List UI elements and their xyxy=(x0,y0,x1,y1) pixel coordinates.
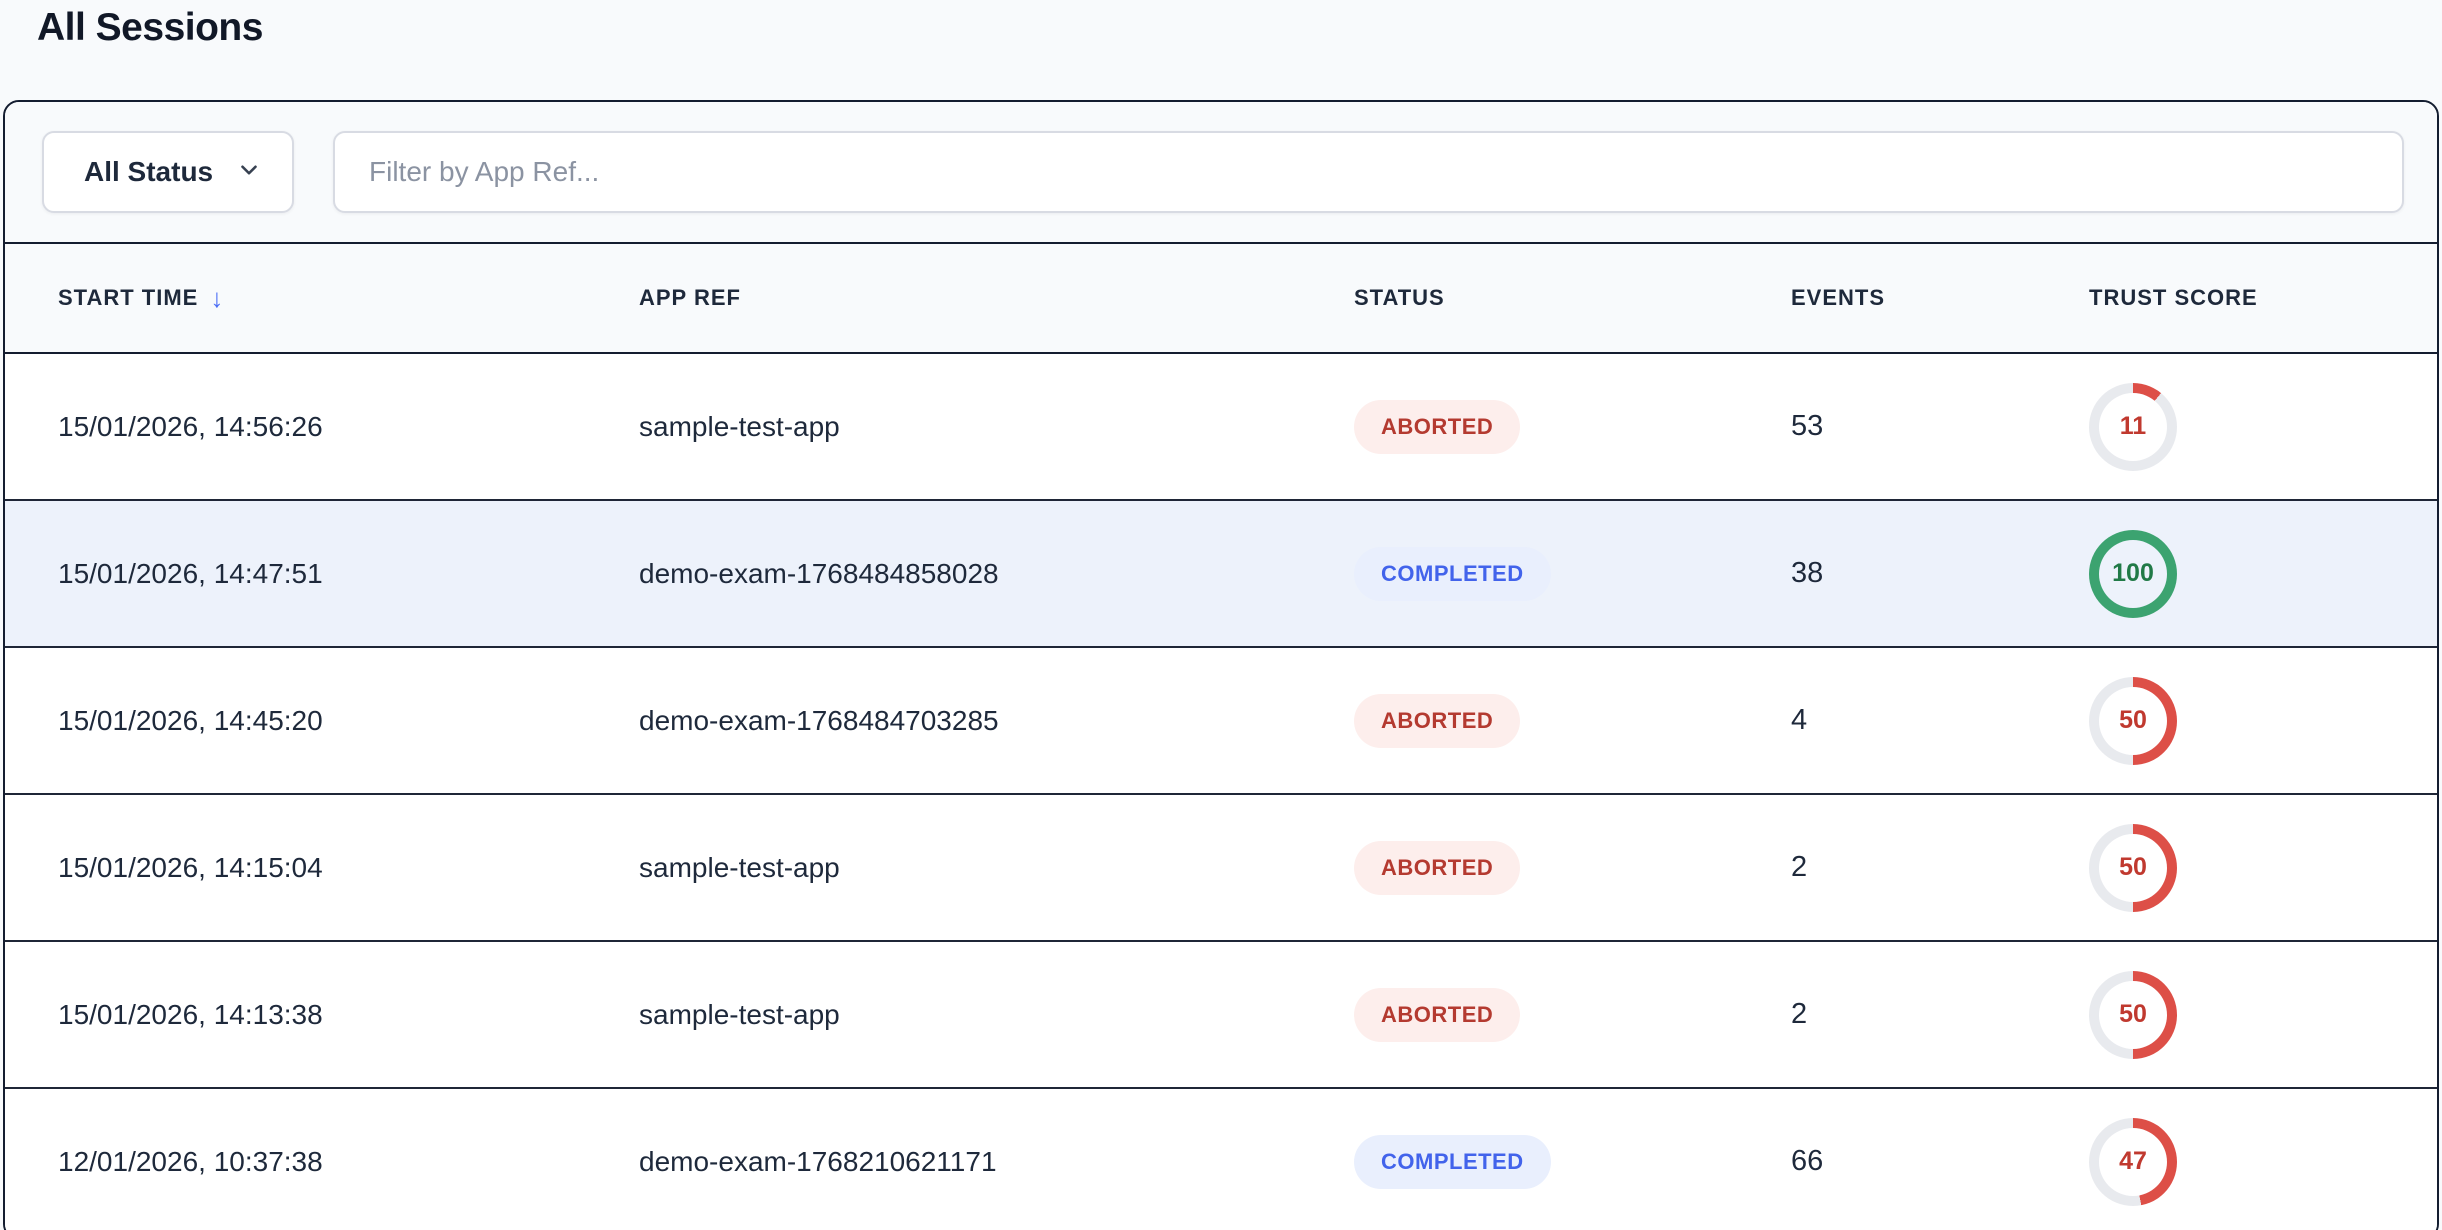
cell-trust-score: 47 xyxy=(2089,1117,2437,1206)
trust-score-value: 11 xyxy=(2119,412,2147,440)
trust-score-value: 100 xyxy=(2112,559,2154,587)
cell-app-ref: sample-test-app xyxy=(639,410,840,442)
cell-trust-score: 50 xyxy=(2089,823,2437,912)
header-trust-score[interactable]: TRUST SCORE xyxy=(2089,285,2258,310)
chevron-down-icon xyxy=(236,157,262,188)
table-row[interactable]: 15/01/2026, 14:15:04 sample-test-app ABO… xyxy=(5,795,2437,942)
cell-events: 53 xyxy=(1791,410,1824,442)
cell-status: COMPLETED xyxy=(1354,546,1791,601)
page-title: All Sessions xyxy=(37,6,263,49)
cell-trust-score: 11 xyxy=(2089,382,2437,471)
trust-score-gauge-inner: 47 xyxy=(2099,1127,2167,1196)
filter-bar: All Status xyxy=(5,102,2437,244)
cell-app-ref: demo-exam-1768210621171 xyxy=(639,1145,997,1177)
trust-score-gauge-inner: 100 xyxy=(2099,539,2167,608)
trust-score-value: 47 xyxy=(2119,1147,2147,1175)
trust-score-gauge-inner: 50 xyxy=(2099,686,2167,755)
trust-score-gauge-inner: 11 xyxy=(2099,392,2167,461)
cell-start-time: 15/01/2026, 14:13:38 xyxy=(58,998,323,1030)
cell-trust-score: 50 xyxy=(2089,676,2437,765)
cell-events: 2 xyxy=(1791,998,1808,1030)
trust-score-gauge: 100 xyxy=(2089,529,2177,618)
table-header-row: START TIME ↓ APP REF STATUS EVENTS TRUST… xyxy=(5,244,2437,354)
trust-score-gauge: 47 xyxy=(2089,1117,2177,1206)
app-ref-filter-input[interactable] xyxy=(333,131,2404,213)
cell-status: COMPLETED xyxy=(1354,1134,1791,1189)
cell-start-time: 12/01/2026, 10:37:38 xyxy=(58,1145,323,1177)
header-events[interactable]: EVENTS xyxy=(1791,285,1886,310)
cell-trust-score: 100 xyxy=(2089,529,2437,618)
cell-trust-score: 50 xyxy=(2089,970,2437,1059)
cell-start-time: 15/01/2026, 14:56:26 xyxy=(58,410,323,442)
cell-app-ref: demo-exam-1768484703285 xyxy=(639,704,999,736)
cell-events: 4 xyxy=(1791,704,1808,736)
cell-app-ref: demo-exam-1768484858028 xyxy=(639,557,999,589)
cell-start-time: 15/01/2026, 14:45:20 xyxy=(58,704,323,736)
trust-score-value: 50 xyxy=(2119,1000,2147,1028)
cell-status: ABORTED xyxy=(1354,399,1791,454)
sessions-panel: All Status START TIME ↓ APP REF STATUS E… xyxy=(3,100,2439,1230)
status-badge: COMPLETED xyxy=(1354,546,1551,601)
sort-desc-icon: ↓ xyxy=(210,282,225,313)
trust-score-value: 50 xyxy=(2119,706,2147,734)
trust-score-value: 50 xyxy=(2119,853,2147,881)
status-badge: ABORTED xyxy=(1354,399,1521,454)
trust-score-gauge: 50 xyxy=(2089,676,2177,765)
cell-status: ABORTED xyxy=(1354,840,1791,895)
table-row[interactable]: 15/01/2026, 14:56:26 sample-test-app ABO… xyxy=(5,354,2437,501)
header-app-ref[interactable]: APP REF xyxy=(639,285,741,310)
status-badge: ABORTED xyxy=(1354,840,1521,895)
status-badge: COMPLETED xyxy=(1354,1134,1551,1189)
header-status[interactable]: STATUS xyxy=(1354,285,1445,310)
header-start-time[interactable]: START TIME ↓ xyxy=(58,283,639,314)
cell-app-ref: sample-test-app xyxy=(639,851,840,883)
cell-app-ref: sample-test-app xyxy=(639,998,840,1030)
cell-start-time: 15/01/2026, 14:15:04 xyxy=(58,851,323,883)
table-row[interactable]: 15/01/2026, 14:45:20 demo-exam-176848470… xyxy=(5,648,2437,795)
table-row[interactable]: 15/01/2026, 14:13:38 sample-test-app ABO… xyxy=(5,942,2437,1089)
cell-status: ABORTED xyxy=(1354,987,1791,1042)
status-badge: ABORTED xyxy=(1354,693,1521,748)
table-row[interactable]: 12/01/2026, 10:37:38 demo-exam-176821062… xyxy=(5,1089,2437,1230)
cell-start-time: 15/01/2026, 14:47:51 xyxy=(58,557,323,589)
table-row[interactable]: 15/01/2026, 14:47:51 demo-exam-176848485… xyxy=(5,501,2437,648)
header-start-time-label: START TIME xyxy=(58,285,199,310)
trust-score-gauge-inner: 50 xyxy=(2099,980,2167,1049)
trust-score-gauge: 50 xyxy=(2089,970,2177,1059)
trust-score-gauge-inner: 50 xyxy=(2099,833,2167,902)
cell-status: ABORTED xyxy=(1354,693,1791,748)
trust-score-gauge: 50 xyxy=(2089,823,2177,912)
cell-events: 66 xyxy=(1791,1145,1824,1177)
status-badge: ABORTED xyxy=(1354,987,1521,1042)
status-filter-select[interactable]: All Status xyxy=(42,131,294,213)
trust-score-gauge: 11 xyxy=(2089,382,2177,471)
cell-events: 2 xyxy=(1791,851,1808,883)
status-filter-value: All Status xyxy=(84,156,214,187)
cell-events: 38 xyxy=(1791,557,1824,589)
